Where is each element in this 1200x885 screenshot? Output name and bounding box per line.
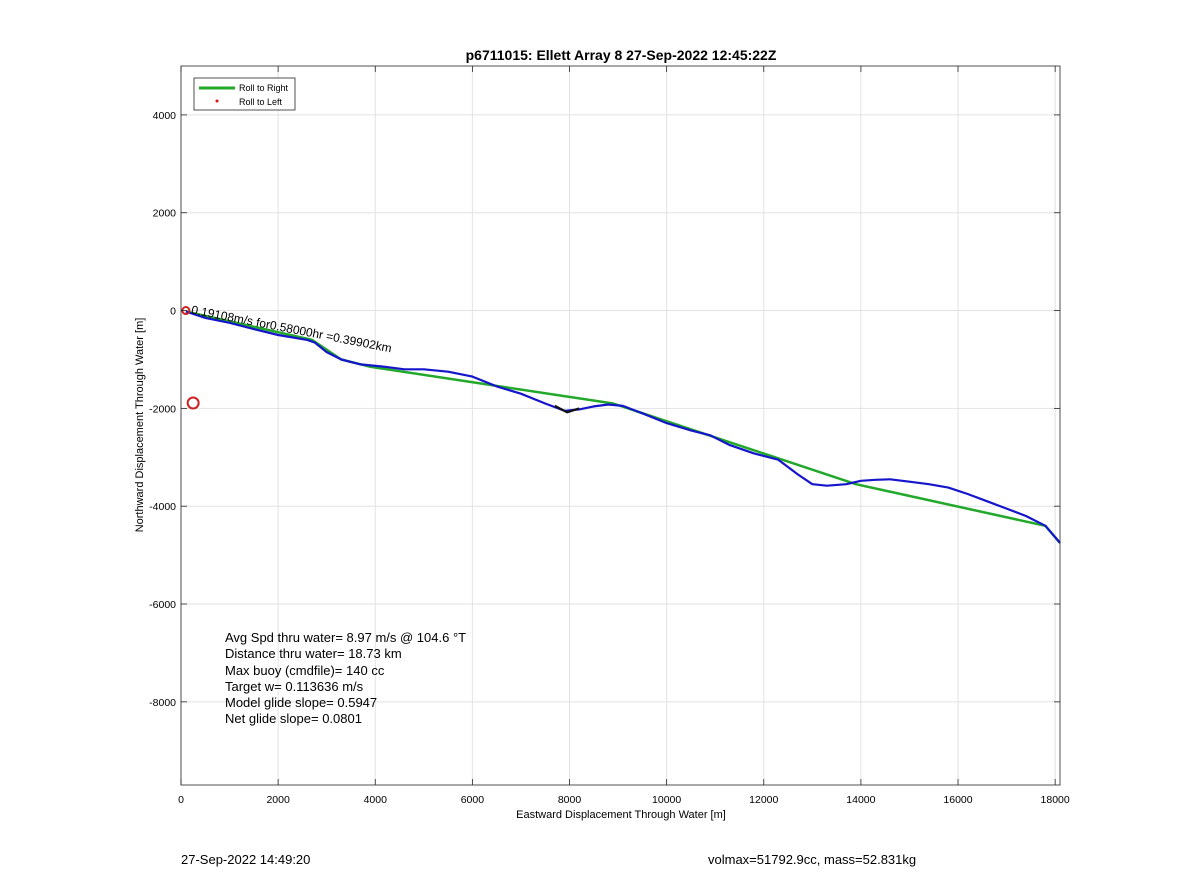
distance-text: Distance thru water= 18.73 km [225, 646, 402, 662]
legend-label-roll-right: Roll to Right [239, 83, 289, 93]
x-tick-label: 4000 [364, 794, 388, 806]
stats-block: Avg Spd thru water= 8.97 m/s @ 104.6 °T … [225, 630, 466, 728]
y-tick-label: -4000 [149, 501, 176, 513]
footer-volmax: volmax=51792.9cc, mass=52.831kg [708, 852, 917, 867]
y-tick-label: -6000 [149, 599, 176, 611]
y-tick-label: 0 [170, 306, 176, 318]
marker-target [186, 396, 200, 410]
net-glide-text: Net glide slope= 0.0801 [225, 711, 362, 727]
model-glide-text: Model glide slope= 0.5947 [225, 695, 378, 711]
grid-lines [180, 66, 1060, 785]
chart-title: p6711015: Ellett Array 8 27-Sep-2022 12:… [466, 47, 777, 63]
avg-speed-text: Avg Spd thru water= 8.97 m/s @ 104.6 °T [225, 630, 467, 645]
plot-frame [180, 65, 1061, 786]
markers-group [181, 306, 200, 410]
x-tick-label: 6000 [461, 794, 485, 806]
axes [180, 65, 1061, 786]
legend-box [193, 77, 296, 111]
footer-timestamp: 27-Sep-2022 14:49:20 [181, 852, 311, 867]
x-tick-label: 10000 [652, 794, 681, 806]
series-line-1 [185, 310, 1061, 544]
x-axis-label: Eastward Displacement Through Water [m] [516, 809, 726, 821]
x-tick-label: 8000 [558, 794, 582, 806]
x-tick-label: 18000 [1041, 794, 1070, 806]
y-axis-label: Northward Displacement Through Water [m] [134, 318, 146, 533]
x-tick-label: 0 [178, 794, 184, 806]
y-tick-label: -2000 [149, 403, 176, 415]
x-tick-label: 16000 [943, 794, 972, 806]
max-buoy-text: Max buoy (cmdfile)= 140 cc [225, 662, 385, 678]
y-tick-label: -8000 [149, 697, 176, 709]
series-group [185, 310, 1061, 544]
y-tick-label: 4000 [153, 110, 177, 122]
x-tick-label: 14000 [846, 794, 875, 806]
legend-label-roll-left: Roll to Left [239, 97, 283, 107]
x-tick-label: 12000 [749, 794, 778, 806]
series-line-2 [554, 404, 580, 414]
tick-labels: 0 2000 4000 6000 8000 10000 12000 14000 16000 180… [149, 110, 1070, 806]
y-tick-label: 2000 [153, 208, 177, 220]
series-line-0 [185, 310, 1061, 544]
legend-swatch-roll-left [215, 99, 219, 103]
target-w-text: Target w= 0.113636 m/s [225, 678, 364, 694]
x-tick-label: 2000 [266, 794, 290, 806]
legend: Roll to Right Roll to Left [193, 77, 296, 111]
